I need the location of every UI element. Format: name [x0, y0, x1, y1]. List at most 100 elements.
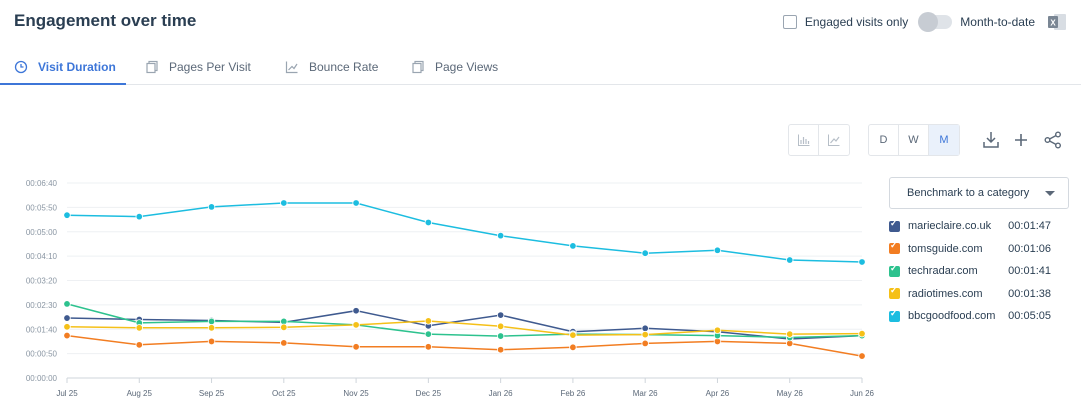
clock-icon — [14, 60, 28, 74]
data-point — [63, 300, 71, 308]
tab-label: Page Views — [435, 60, 499, 74]
chevron-down-icon — [1045, 191, 1055, 196]
y-tick-label: 00:05:00 — [26, 228, 58, 237]
legend-checkbox[interactable] — [889, 218, 900, 232]
share-icon[interactable] — [1043, 130, 1063, 150]
granularity-toggle: D W M — [868, 124, 960, 156]
engagement-line-chart: 00:00:00 00:00:50 00:01:40 00:02:30 00:03:20… — [26, 179, 875, 398]
data-point — [641, 249, 649, 257]
chart-legend: marieclaire.co.uk 00:01:47 tomsguide.com… — [889, 215, 1069, 328]
y-tick-label: 00:06:40 — [26, 179, 58, 188]
metric-tabs: Visit Duration Pages Per Visit Bounce Ra… — [0, 50, 1081, 85]
x-tick-label: Jun 26 — [850, 389, 875, 398]
data-point — [496, 311, 505, 319]
data-point — [135, 324, 143, 332]
legend-item[interactable]: bbcgoodfood.com 00:05:05 — [889, 305, 1069, 328]
chart-type-toggle — [788, 124, 850, 156]
granularity-week-button[interactable]: W — [899, 125, 929, 155]
bar-chart-icon — [797, 134, 809, 146]
data-point — [858, 258, 866, 266]
legend-item[interactable]: tomsguide.com 00:01:06 — [889, 238, 1069, 261]
legend-item[interactable]: radiotimes.com 00:01:38 — [889, 283, 1069, 306]
x-tick-label: Feb 26 — [560, 389, 585, 398]
month-to-date-toggle[interactable] — [918, 12, 953, 32]
add-icon[interactable] — [1011, 130, 1031, 150]
data-point — [858, 329, 866, 338]
granularity-month-button[interactable]: M — [929, 125, 959, 155]
legend-item[interactable]: marieclaire.co.uk 00:01:47 — [889, 215, 1069, 238]
x-tick-label: Dec 25 — [416, 389, 442, 398]
data-point — [569, 331, 577, 339]
data-point — [496, 332, 505, 340]
data-point — [207, 203, 216, 211]
data-point — [352, 199, 360, 207]
x-tick-label: Aug 25 — [127, 389, 153, 398]
data-point — [641, 339, 649, 348]
pages-icon — [411, 60, 425, 74]
x-tick-label: Apr 26 — [706, 389, 730, 398]
tab-bounce-rate[interactable]: Bounce Rate — [285, 50, 378, 84]
pages-icon — [145, 60, 159, 74]
x-tick-label: May 26 — [777, 389, 804, 398]
excel-export-icon[interactable]: X — [1047, 12, 1067, 32]
trend-icon — [285, 60, 299, 74]
legend-checkbox[interactable] — [889, 240, 900, 255]
line-chart-button[interactable] — [819, 125, 849, 155]
data-point — [63, 211, 71, 219]
data-point — [496, 231, 505, 240]
legend-checkbox[interactable] — [889, 308, 900, 322]
bar-chart-button[interactable] — [789, 125, 819, 155]
data-point — [496, 322, 505, 331]
data-point — [641, 324, 649, 332]
legend-checkbox[interactable] — [889, 263, 900, 277]
tab-label: Pages Per Visit — [169, 60, 251, 74]
data-point — [63, 314, 71, 322]
page-title: Engagement over time — [14, 11, 197, 30]
legend-site-name: techradar.com — [908, 265, 978, 278]
legend-site-name: radiotimes.com — [908, 287, 983, 300]
y-tick-label: 00:02:30 — [26, 301, 58, 310]
tab-page-views[interactable]: Page Views — [411, 50, 498, 84]
engaged-visits-checkbox[interactable] — [782, 15, 797, 29]
data-point — [207, 317, 216, 326]
data-point — [641, 330, 649, 339]
x-tick-label: Mar 26 — [633, 389, 658, 398]
series-line — [66, 309, 863, 340]
data-point — [352, 307, 360, 315]
legend-site-name: tomsguide.com — [908, 242, 983, 255]
tab-visit-duration[interactable]: Visit Duration — [14, 50, 116, 84]
data-point — [280, 199, 288, 207]
data-point — [569, 242, 577, 250]
line-chart-icon — [828, 134, 840, 146]
header-controls: Engaged visits only Month-to-date X — [782, 10, 1067, 34]
legend-site-value: 00:01:41 — [1008, 265, 1051, 278]
data-point — [786, 330, 794, 338]
download-icon[interactable] — [981, 130, 1001, 150]
data-point — [207, 324, 216, 332]
legend-checkbox[interactable] — [889, 285, 900, 300]
data-point — [713, 326, 722, 334]
data-point — [63, 331, 71, 340]
granularity-day-button[interactable]: D — [869, 125, 899, 155]
benchmark-dropdown[interactable]: Benchmark to a category — [889, 177, 1069, 209]
y-tick-label: 00:00:50 — [26, 350, 58, 359]
legend-item[interactable]: techradar.com 00:01:41 — [889, 260, 1069, 283]
data-point — [858, 352, 866, 360]
data-point — [424, 218, 433, 227]
benchmark-label: Benchmark to a category — [907, 187, 1030, 199]
data-point — [135, 341, 143, 349]
data-point — [424, 343, 433, 351]
data-point — [352, 321, 360, 329]
active-tab-indicator — [0, 83, 126, 85]
engaged-visits-label: Engaged visits only — [804, 15, 909, 29]
data-point — [713, 246, 722, 254]
series-line — [66, 334, 863, 357]
tab-pages-per-visit[interactable]: Pages Per Visit — [145, 50, 251, 84]
data-point — [135, 212, 143, 221]
legend-site-value: 00:05:05 — [1008, 310, 1051, 323]
legend-site-value: 00:01:38 — [1008, 287, 1051, 300]
data-point — [280, 323, 288, 331]
series-line — [66, 202, 863, 263]
legend-site-name: bbcgoodfood.com — [908, 310, 996, 323]
data-point — [786, 256, 794, 264]
